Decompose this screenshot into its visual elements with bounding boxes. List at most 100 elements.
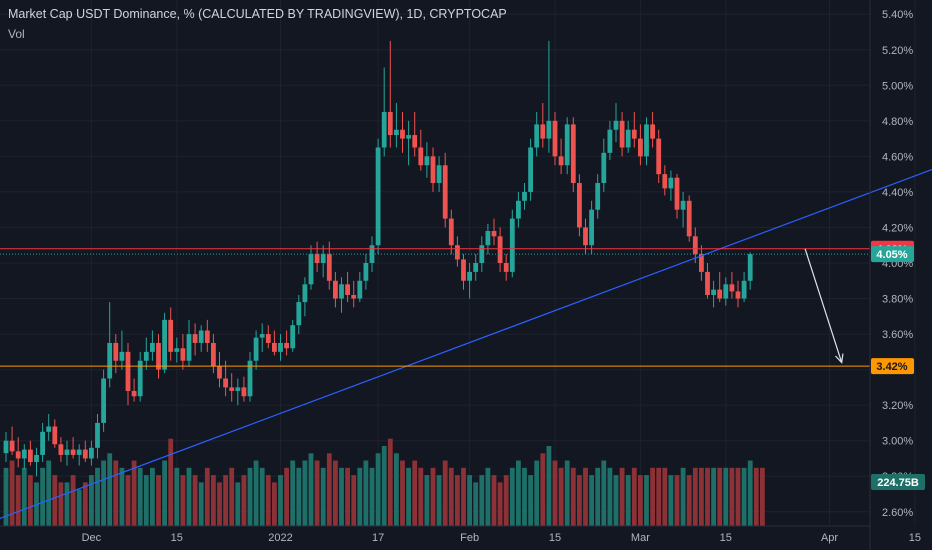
volume-bar [28,475,33,526]
x-tick-label: Feb [460,532,479,544]
candle-body [595,183,601,210]
candle-body [558,156,564,166]
candle-body [674,177,680,210]
volume-bar [259,467,265,526]
volume-bar [70,475,76,526]
volume-bar [40,467,45,526]
candle-body [601,152,607,184]
candle-body [52,426,58,445]
candle-body [351,294,357,299]
volume-bar [290,460,296,526]
volume-bar [162,460,167,526]
projection-arrow-head [835,353,844,364]
volume-bar [241,475,247,526]
volume-bar [253,460,259,526]
candle-body [485,231,491,246]
candle-body [552,120,558,157]
candle-body [387,111,393,136]
volume-bar [131,460,137,526]
volume-bar [15,475,21,526]
x-tick-label: 15 [549,532,561,544]
volume-bar [406,467,411,526]
volume-bar [601,460,607,526]
candle-body [339,284,344,299]
volume-bar [644,475,649,526]
volume-bar [174,467,180,526]
volume-bar [46,460,52,526]
volume-bar [564,460,570,526]
x-tick-label: 15 [909,532,921,544]
volume-bar [461,467,466,526]
candle-body [631,129,637,139]
volume-bar [680,467,686,526]
volume-bar [198,482,204,526]
candle-body [119,351,125,361]
volume-bar [509,467,515,526]
volume-bar [455,475,460,526]
volume-bar [95,467,100,526]
candle-body [9,440,15,452]
candle-body [717,289,723,299]
y-tick-label: 4.80% [882,116,913,128]
volume-bar [82,482,88,526]
candle-body [656,138,662,175]
x-tick-label: Mar [631,532,650,544]
candle-body [583,227,588,246]
y-tick-label: 3.80% [882,294,913,306]
volume-bar [137,467,143,526]
candle-body [461,259,466,281]
volume-bar [320,467,326,526]
volume-bar [150,467,155,526]
candle-body [95,422,100,448]
candle-body [467,271,472,281]
volume-bar [333,460,338,526]
y-tick-label: 3.20% [882,400,913,412]
candle-body [34,454,39,463]
candle-body [204,330,210,343]
candle-body [741,280,747,299]
volume-badge-label: 224.75B [877,477,919,489]
volume-bar [211,475,216,526]
chart-title: Market Cap USDT Dominance, % (CALCULATED… [8,7,507,21]
candle-body [534,124,540,148]
candle-body [235,387,241,391]
y-tick-label: 2.60% [882,507,913,519]
candle-body [333,280,338,299]
volume-bar [522,467,527,526]
volume-bar [747,460,753,526]
candle-body [497,236,503,263]
volume-bar [570,467,576,526]
volume-bar [540,453,546,526]
candle-body [247,360,253,397]
candle-body [101,378,106,423]
volume-bar [229,467,235,526]
volume-bar [534,460,540,526]
volume-bar [64,482,70,526]
volume-bar [595,467,601,526]
volume-bar [186,467,192,526]
volume-bar [351,475,357,526]
volume-bar [473,482,479,526]
candle-body [509,218,515,272]
candle-body [296,302,302,326]
volume-bar [692,467,698,526]
candle-body [143,351,149,361]
volume-bar [308,453,314,526]
volume-bar [107,453,113,526]
candle-body [265,334,271,343]
candle-body [436,165,442,184]
volume-bar [381,446,387,526]
volume-bar [247,467,253,526]
y-tick-label: 5.20% [882,45,913,57]
volume-badge [871,474,925,490]
volume-bar [546,446,552,526]
candle-body [381,111,387,148]
candle-body [217,366,222,379]
volume-bar [436,475,442,526]
candle-body [607,129,613,153]
volume-bar [265,475,271,526]
volume-bar [558,467,564,526]
candle-body [89,447,94,459]
volume-bar [412,460,418,526]
